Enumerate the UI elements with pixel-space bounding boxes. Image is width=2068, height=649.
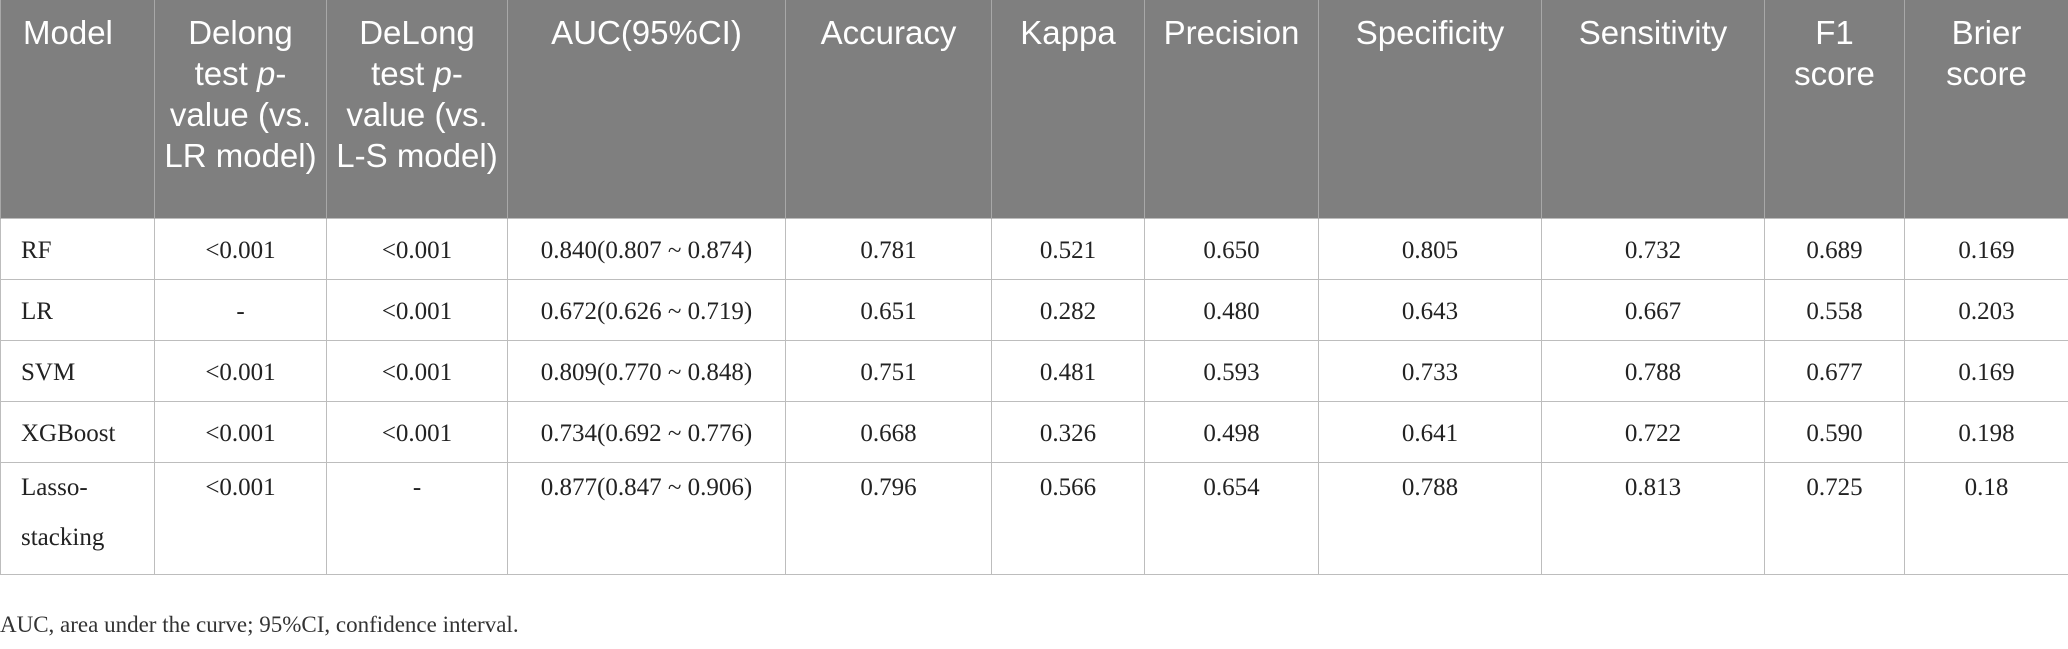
cell-accuracy: 0.651	[785, 278, 992, 341]
header-sensitivity: Sensitivity	[1541, 0, 1765, 218]
cell-kappa: 0.282	[991, 278, 1145, 341]
cell-brier-score: 0.198	[1904, 400, 2068, 463]
cell-kappa: 0.566	[991, 461, 1145, 575]
cell-specificity: 0.733	[1318, 339, 1542, 402]
cell-kappa: 0.481	[991, 339, 1145, 402]
cell-f1-score: 0.725	[1764, 461, 1905, 575]
cell-kappa: 0.326	[991, 400, 1145, 463]
cell-f1-score: 0.558	[1764, 278, 1905, 341]
header-kappa: Kappa	[991, 0, 1145, 218]
cell-model: Lasso-stacking	[0, 461, 155, 575]
header-accuracy: Accuracy	[785, 0, 992, 218]
header-model: Model	[0, 0, 155, 218]
cell-auc: 0.809(0.770 ~ 0.848)	[507, 339, 786, 402]
cell-delong-vs-lr: <0.001	[154, 339, 327, 402]
cell-f1-score: 0.590	[1764, 400, 1905, 463]
cell-brier-score: 0.18	[1904, 461, 2068, 575]
cell-delong-vs-ls: -	[326, 461, 508, 575]
header-brier-score: Brier score	[1904, 0, 2068, 218]
cell-specificity: 0.643	[1318, 278, 1542, 341]
table-row-lr: LR - <0.001 0.672(0.626 ~ 0.719) 0.651 0…	[0, 278, 2068, 341]
cell-brier-score: 0.169	[1904, 217, 2068, 280]
cell-delong-vs-lr: <0.001	[154, 217, 327, 280]
cell-auc: 0.840(0.807 ~ 0.874)	[507, 217, 786, 280]
header-precision: Precision	[1144, 0, 1319, 218]
cell-auc: 0.877(0.847 ~ 0.906)	[507, 461, 786, 575]
header-delong-vs-lr-pre: Delong test	[188, 14, 293, 92]
cell-sensitivity: 0.788	[1541, 339, 1765, 402]
cell-accuracy: 0.781	[785, 217, 992, 280]
cell-specificity: 0.641	[1318, 400, 1542, 463]
cell-model: XGBoost	[0, 400, 155, 463]
cell-precision: 0.650	[1144, 217, 1319, 280]
cell-auc: 0.672(0.626 ~ 0.719)	[507, 278, 786, 341]
header-delong-vs-ls-p: p	[433, 55, 452, 92]
cell-delong-vs-lr: <0.001	[154, 400, 327, 463]
table-footnote: AUC, area under the curve; 95%CI, confid…	[0, 612, 519, 637]
cell-model: SVM	[0, 339, 155, 402]
cell-precision: 0.654	[1144, 461, 1319, 575]
cell-sensitivity: 0.732	[1541, 217, 1765, 280]
header-delong-vs-ls-post: -value (vs. L-S model)	[336, 55, 498, 174]
header-delong-vs-ls: DeLong test p-value (vs. L-S model)	[326, 0, 508, 218]
cell-accuracy: 0.751	[785, 339, 992, 402]
cell-specificity: 0.805	[1318, 217, 1542, 280]
header-auc: AUC(95%CI)	[507, 0, 786, 218]
cell-f1-score: 0.677	[1764, 339, 1905, 402]
results-table: Model Delong test p-value (vs. LR model)…	[0, 0, 2068, 575]
table-row-xgboost: XGBoost <0.001 <0.001 0.734(0.692 ~ 0.77…	[0, 400, 2068, 463]
cell-brier-score: 0.203	[1904, 278, 2068, 341]
cell-delong-vs-ls: <0.001	[326, 400, 508, 463]
cell-precision: 0.593	[1144, 339, 1319, 402]
header-row: Model Delong test p-value (vs. LR model)…	[0, 0, 2068, 218]
cell-accuracy: 0.796	[785, 461, 992, 575]
cell-model: LR	[0, 278, 155, 341]
cell-sensitivity: 0.722	[1541, 400, 1765, 463]
cell-model: RF	[0, 217, 155, 280]
cell-auc: 0.734(0.692 ~ 0.776)	[507, 400, 786, 463]
cell-brier-score: 0.169	[1904, 339, 2068, 402]
table-row-lasso-stacking: Lasso-stacking <0.001 - 0.877(0.847 ~ 0.…	[0, 461, 2068, 575]
cell-delong-vs-ls: <0.001	[326, 339, 508, 402]
header-f1-score: F1 score	[1764, 0, 1905, 218]
header-delong-vs-lr-p: p	[257, 55, 276, 92]
cell-delong-vs-ls: <0.001	[326, 278, 508, 341]
cell-precision: 0.498	[1144, 400, 1319, 463]
cell-sensitivity: 0.667	[1541, 278, 1765, 341]
cell-specificity: 0.788	[1318, 461, 1542, 575]
header-delong-vs-ls-pre: DeLong test	[359, 14, 475, 92]
table-row-svm: SVM <0.001 <0.001 0.809(0.770 ~ 0.848) 0…	[0, 339, 2068, 402]
header-specificity: Specificity	[1318, 0, 1542, 218]
header-delong-vs-lr-post: -value (vs. LR model)	[164, 55, 317, 174]
header-delong-vs-lr: Delong test p-value (vs. LR model)	[154, 0, 327, 218]
table-row-rf: RF <0.001 <0.001 0.840(0.807 ~ 0.874) 0.…	[0, 217, 2068, 280]
cell-delong-vs-ls: <0.001	[326, 217, 508, 280]
cell-sensitivity: 0.813	[1541, 461, 1765, 575]
cell-precision: 0.480	[1144, 278, 1319, 341]
cell-kappa: 0.521	[991, 217, 1145, 280]
cell-f1-score: 0.689	[1764, 217, 1905, 280]
cell-delong-vs-lr: -	[154, 278, 327, 341]
cell-delong-vs-lr: <0.001	[154, 461, 327, 575]
cell-accuracy: 0.668	[785, 400, 992, 463]
